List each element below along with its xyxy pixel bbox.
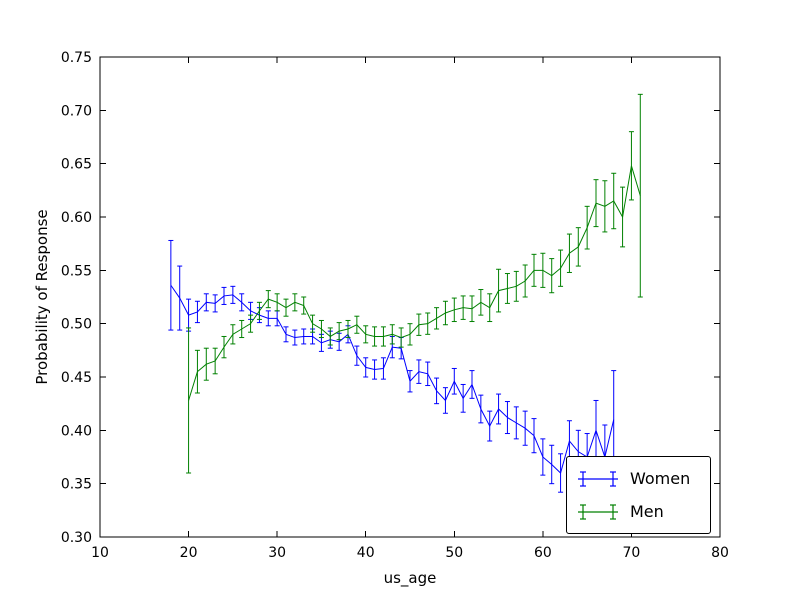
x-tick-label: 70 — [623, 545, 641, 561]
y-tick-label: 0.70 — [61, 103, 92, 119]
y-axis-label: Probability of Response — [33, 209, 51, 385]
x-tick-label: 30 — [268, 545, 286, 561]
x-tick-label: 80 — [711, 545, 729, 561]
x-tick-label: 20 — [180, 545, 198, 561]
y-tick-label: 0.50 — [61, 317, 92, 333]
y-tick-label: 0.75 — [61, 50, 92, 66]
x-tick-label: 10 — [91, 545, 109, 561]
legend-label-men: Men — [630, 502, 664, 521]
x-tick-label: 40 — [357, 545, 375, 561]
series-women — [168, 239, 617, 493]
errorbar-glyph-women — [578, 470, 618, 487]
legend-item-men: Men — [577, 502, 700, 522]
series-men — [186, 93, 643, 474]
legend-label-women: Women — [630, 469, 691, 488]
axes-frame — [99, 56, 721, 538]
tick-marks — [99, 56, 721, 538]
y-tick-label: 0.45 — [61, 370, 92, 386]
x-tick-label: 50 — [445, 545, 463, 561]
y-tick-label: 0.60 — [61, 210, 92, 226]
y-tick-label: 0.55 — [61, 263, 92, 279]
y-tick-label: 0.65 — [61, 157, 92, 173]
y-tick-label: 0.40 — [61, 423, 92, 439]
tick-labels: 10 20 30 40 50 60 70 80 0.30 0.35 0.40 0.45 0.50 0.55… — [61, 50, 729, 561]
x-tick-label: 60 — [534, 545, 552, 561]
legend: Women Men — [566, 456, 711, 534]
legend-item-women: Women — [577, 469, 700, 489]
y-tick-label: 0.30 — [61, 530, 92, 546]
x-axis-label: us_age — [383, 569, 437, 587]
errorbar-glyph-men — [578, 503, 618, 520]
y-tick-label: 0.35 — [61, 477, 92, 493]
